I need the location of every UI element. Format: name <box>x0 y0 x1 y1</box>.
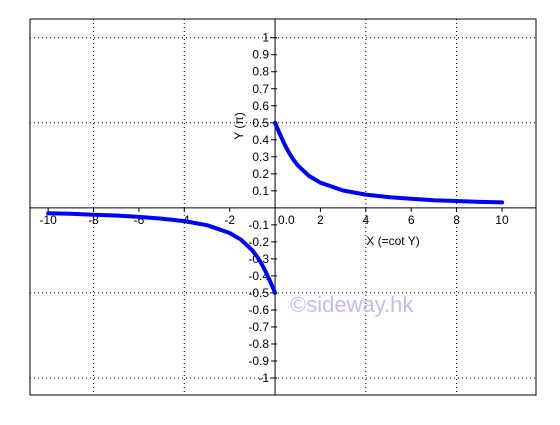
y-tick-label: -0.8 <box>248 337 269 351</box>
x-tick-label: 10 <box>495 213 509 227</box>
y-tick-label: -0.2 <box>248 235 269 249</box>
x-tick-label: -2 <box>224 213 235 227</box>
y-tick-label: 0.4 <box>252 133 269 147</box>
x-tick-label: -8 <box>88 213 99 227</box>
y-tick-label: -0.6 <box>248 303 269 317</box>
y-tick-label: -0.7 <box>248 320 269 334</box>
tick-labels: -10 -8 -6 -4 -2 2 4 6 8 100.010.90.80.70.60.50.40… <box>39 31 508 385</box>
data-series <box>46 120 504 295</box>
series-line <box>46 211 278 295</box>
y-tick-label: -0.9 <box>248 354 269 368</box>
y-tick-label: -1 <box>258 371 269 385</box>
y-tick-label: -0.5 <box>248 286 269 300</box>
x-tick-label: 4 <box>362 213 369 227</box>
x-tick-label: -10 <box>39 213 57 227</box>
series-line <box>273 120 504 205</box>
y-tick-label: -0.1 <box>248 218 269 232</box>
y-tick-label: 0.5 <box>252 116 269 130</box>
x-tick-label: 2 <box>317 213 324 227</box>
y-tick-label: 0.2 <box>252 167 269 181</box>
x-axis-label: X (=cot Y) <box>366 234 419 248</box>
y-tick-label: 0.8 <box>252 65 269 79</box>
plot-frame <box>29 18 537 396</box>
y-tick-label: 1 <box>262 31 269 45</box>
y-tick-label: 0.3 <box>252 150 269 164</box>
watermark: ©sideway.hk <box>290 292 414 317</box>
x-tick-label: 6 <box>408 213 415 227</box>
y-tick-label: 0.7 <box>252 82 269 96</box>
y-axis-label: Y (π) <box>232 112 246 139</box>
x-tick-label: -6 <box>134 213 145 227</box>
y-tick-label: 0.1 <box>252 184 269 198</box>
origin-label: 0.0 <box>278 213 295 227</box>
grid-lines <box>30 19 536 395</box>
x-tick-label: 8 <box>453 213 460 227</box>
y-tick-label: 0.9 <box>252 48 269 62</box>
axes <box>30 19 536 395</box>
y-tick-label: 0.6 <box>252 99 269 113</box>
